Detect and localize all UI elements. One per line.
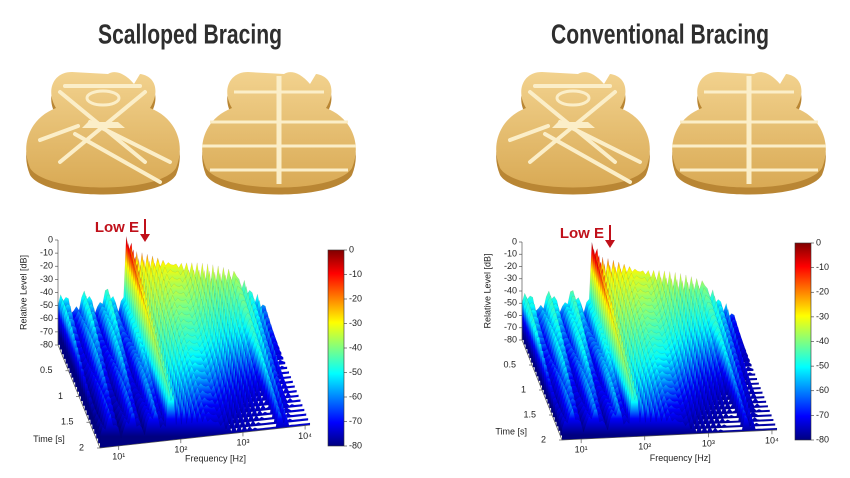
surface-decoration: [561, 386, 778, 441]
surface-decoration: [545, 327, 761, 400]
time-tick-label: 1: [58, 391, 63, 401]
z-tick-label: -80: [40, 339, 53, 349]
z-axis-label: Relative Level [dB]: [482, 253, 492, 328]
z-tick-label: -50: [40, 300, 53, 310]
time-tick-label: 2: [541, 434, 546, 444]
z-tick-label: 0: [48, 234, 53, 244]
surface-decoration: [547, 333, 763, 404]
colorbar-tick-label: -40: [349, 342, 362, 352]
colorbar-tick-label: -50: [816, 361, 829, 371]
freq-axis: [561, 429, 778, 441]
colorbar-tick-label: -20: [349, 293, 362, 303]
colorbar-tick-label: -70: [349, 416, 362, 426]
z-tick-label: 0: [512, 236, 517, 246]
time-axis-label: Time [s]: [33, 434, 65, 444]
freq-tick-label: 10²: [638, 442, 651, 452]
z-tick-label: -50: [504, 298, 517, 308]
colorbar-tick-label: -50: [349, 367, 362, 377]
colorbar-tick-label: -10: [349, 269, 362, 279]
colorbar-tick-label: -30: [816, 311, 829, 321]
colorbar-tick-label: -80: [816, 434, 829, 444]
freq-tick-label: 10⁴: [765, 436, 779, 446]
freq-axis-label: Frequency [Hz]: [650, 453, 711, 463]
annotation-arrowhead: [140, 234, 150, 242]
freq-tick-label: 10³: [236, 438, 249, 448]
colorbar-tick-label: -80: [349, 440, 362, 450]
colorbar-tick-label: 0: [816, 237, 821, 247]
z-tick-label: -60: [504, 310, 517, 320]
colorbar-tick-label: -60: [816, 385, 829, 395]
freq-axis: [99, 424, 311, 449]
z-tick-label: -40: [40, 287, 53, 297]
time-tick-label: 0.5: [503, 359, 516, 369]
annotation-arrowhead: [605, 240, 615, 248]
z-tick-label: -10: [40, 248, 53, 258]
time-tick-label: 1: [521, 384, 526, 394]
freq-tick-label: 10³: [702, 439, 715, 449]
z-tick-label: -20: [504, 261, 517, 271]
z-tick-label: -10: [504, 249, 517, 259]
guitar-illustration: [26, 72, 180, 195]
colorbar-tick-label: -60: [349, 391, 362, 401]
guitar-illustration: [202, 72, 356, 195]
z-tick-label: -40: [504, 285, 517, 295]
annotation: Low E: [95, 219, 139, 236]
colorbar-tick-label: -40: [816, 336, 829, 346]
surface-decoration: [543, 320, 760, 395]
time-tick-label: 1.5: [523, 409, 536, 419]
z-axis-label: Relative Level [dB]: [18, 255, 28, 330]
surface-decoration: [99, 386, 311, 449]
colorbar-tick-label: -30: [349, 318, 362, 328]
z-tick-label: -70: [40, 326, 53, 336]
time-tick-label: 0.5: [40, 365, 53, 375]
guitar-illustration: [496, 72, 650, 195]
guitar-illustration: [672, 72, 826, 195]
z-tick-label: -30: [504, 273, 517, 283]
freq-tick-label: 10¹: [575, 444, 588, 454]
colorbar-tick-label: -10: [816, 262, 829, 272]
time-tick-label: 1.5: [61, 417, 74, 427]
freq-tick-label: 10⁴: [298, 431, 312, 441]
colorbar-tick-label: 0: [349, 244, 354, 254]
freq-tick-label: 10²: [174, 445, 187, 455]
colorbar-tick-label: -20: [816, 287, 829, 297]
time-axis-label: Time [s]: [495, 426, 527, 436]
z-tick-label: -70: [504, 322, 517, 332]
panel-title: Scalloped Bracing: [98, 18, 282, 49]
colorbar: [794, 242, 812, 441]
freq-axis-label: Frequency [Hz]: [185, 454, 246, 464]
z-tick-label: -80: [504, 334, 517, 344]
z-tick-label: -20: [40, 261, 53, 271]
freq-tick-label: 10¹: [112, 451, 125, 461]
panel-title: Conventional Bracing: [551, 18, 769, 49]
time-tick-label: 2: [79, 442, 84, 452]
z-tick-label: -60: [40, 313, 53, 323]
annotation: Low E: [560, 225, 604, 242]
colorbar-tick-label: -70: [816, 410, 829, 420]
z-tick-label: -30: [40, 274, 53, 284]
colorbar: [327, 249, 345, 447]
